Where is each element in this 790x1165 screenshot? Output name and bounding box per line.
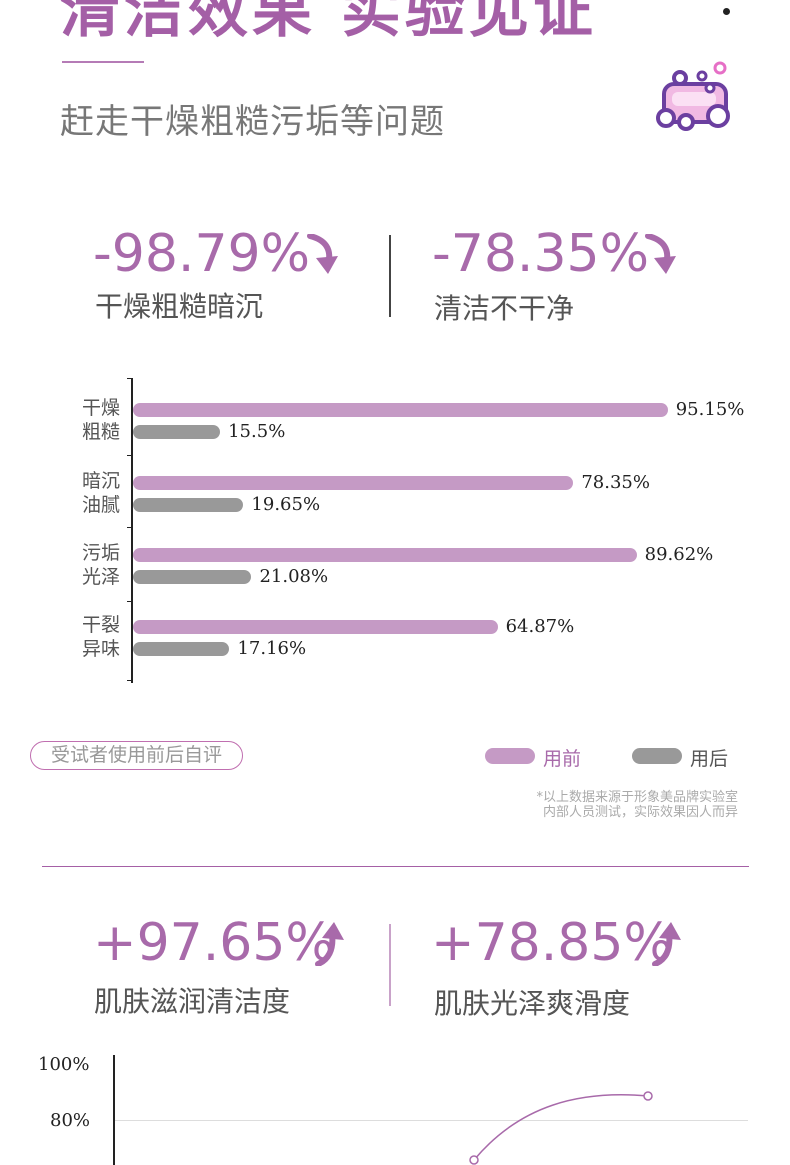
category-label: 暗沉 油腻	[82, 469, 132, 517]
category-label-line: 粗糙	[82, 421, 121, 443]
bar-before	[133, 620, 498, 634]
section-divider	[42, 866, 749, 867]
axis-tick	[127, 601, 133, 602]
gridline	[115, 1120, 748, 1121]
bar-value-label: 89.62%	[644, 544, 714, 565]
bar-value-label: 17.16%	[237, 638, 307, 659]
bar-after	[133, 498, 244, 512]
page-subtitle: 赶走干燥粗糙污垢等问题	[60, 102, 445, 142]
category-label-line: 光泽	[82, 566, 121, 588]
axis-tick	[127, 378, 133, 379]
decorative-dot	[723, 8, 730, 15]
bar-after	[133, 570, 252, 584]
bar-value-label: 15.5%	[228, 421, 286, 442]
note-line: *以上数据来源于形象美品牌实验室	[536, 790, 738, 805]
data-source-note: *以上数据来源于形象美品牌实验室 内部人员测试，实际效果因人而异	[536, 790, 738, 820]
legend-swatch-after	[632, 748, 682, 764]
soap-bubbles-icon	[656, 61, 730, 131]
stat-label-cleanliness: 清洁不干净	[434, 292, 575, 325]
bar-before	[133, 476, 574, 490]
stat-label-moisture: 肌肤滋润清洁度	[94, 985, 291, 1018]
note-line: 内部人员测试，实际效果因人而异	[542, 805, 738, 820]
category-label-line: 油腻	[82, 494, 121, 516]
category-label: 干裂 异味	[82, 613, 132, 661]
category-label: 污垢 光泽	[82, 541, 132, 589]
line-chart	[469, 1091, 653, 1165]
bar-value-label: 19.65%	[251, 494, 321, 515]
stat-divider	[389, 924, 391, 1006]
axis-tick	[127, 680, 133, 681]
category-label-line: 暗沉	[82, 470, 121, 492]
stat-value-moisture: +97.65%	[93, 913, 335, 973]
annotation-pill: 受试者使用前后自评	[30, 741, 243, 770]
axis-tick	[127, 455, 133, 456]
line-series	[473, 1094, 649, 1161]
stat-divider	[389, 235, 391, 317]
chart-axis	[131, 378, 133, 683]
y-tick-label: 80%	[50, 1110, 91, 1131]
arrow-down-icon	[307, 234, 338, 274]
category-label-line: 污垢	[82, 542, 121, 564]
bar-value-label: 78.35%	[581, 472, 650, 493]
title-underline	[62, 61, 144, 63]
legend-label-after: 用后	[690, 748, 729, 770]
bar-after	[133, 642, 230, 656]
bar-value-label: 95.15%	[675, 399, 745, 420]
stat-label-smoothness: 肌肤光泽爽滑度	[434, 987, 631, 1020]
stat-value-cleanliness: -78.35%	[432, 224, 650, 284]
stat-value-smoothness: +78.85%	[431, 913, 673, 973]
bar-before	[133, 548, 637, 562]
line-point	[643, 1091, 653, 1101]
bar-before	[133, 403, 668, 417]
axis-tick	[127, 527, 133, 528]
arrow-down-icon	[645, 234, 676, 274]
line-point	[469, 1155, 479, 1165]
category-label-line: 干燥	[82, 397, 121, 419]
category-label: 干燥 粗糙	[82, 396, 132, 444]
bar-value-label: 21.08%	[259, 566, 329, 587]
line-chart-axis	[113, 1055, 115, 1165]
stat-value-dryness: -98.79%	[93, 224, 311, 284]
legend-swatch-before	[485, 748, 535, 764]
stat-label-dryness: 干燥粗糙暗沉	[95, 290, 264, 323]
legend-label-before: 用前	[543, 748, 582, 770]
category-label-line: 干裂	[82, 614, 121, 636]
arrow-up-icon	[315, 922, 344, 966]
page-title: 清洁效果 实验见证	[60, 0, 597, 46]
y-tick-label: 100%	[38, 1054, 90, 1075]
bar-after	[133, 425, 221, 439]
bar-value-label: 64.87%	[505, 616, 575, 637]
arrow-up-icon	[652, 922, 681, 966]
category-label-line: 异味	[82, 638, 121, 660]
